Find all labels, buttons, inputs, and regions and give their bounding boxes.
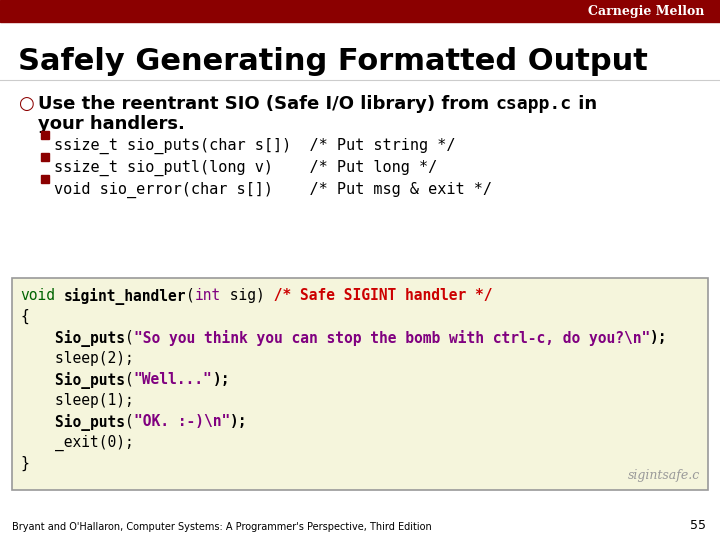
- Text: sig): sig): [221, 288, 265, 303]
- Text: csapp.c: csapp.c: [495, 95, 572, 113]
- Text: void: void: [20, 288, 55, 303]
- Bar: [41, 175, 49, 183]
- Text: int: int: [195, 288, 221, 303]
- Text: Carnegie Mellon: Carnegie Mellon: [588, 4, 704, 17]
- Bar: [41, 131, 49, 139]
- Text: (: (: [125, 372, 134, 387]
- Text: );: );: [650, 330, 667, 345]
- Text: }: }: [20, 456, 29, 471]
- Text: sleep(1);: sleep(1);: [20, 393, 134, 408]
- Text: _exit(0);: _exit(0);: [20, 435, 134, 451]
- Text: Safely Generating Formatted Output: Safely Generating Formatted Output: [18, 48, 648, 77]
- Text: "OK. :-)\n": "OK. :-)\n": [134, 414, 230, 429]
- Bar: [41, 153, 49, 161]
- Text: /* Safe SIGINT handler */: /* Safe SIGINT handler */: [265, 288, 492, 303]
- Text: in: in: [572, 95, 597, 113]
- Text: your handlers.: your handlers.: [38, 115, 185, 133]
- Text: (: (: [125, 414, 134, 429]
- Text: ○: ○: [18, 95, 34, 113]
- Text: (: (: [125, 330, 134, 345]
- Text: void sio_error(char s[])    /* Put msg & exit */: void sio_error(char s[]) /* Put msg & ex…: [54, 182, 492, 198]
- Text: );: );: [230, 414, 248, 429]
- Text: Use the reentrant SIO (Safe I/O library) from: Use the reentrant SIO (Safe I/O library)…: [38, 95, 495, 113]
- Text: );: );: [212, 372, 230, 387]
- Text: (: (: [186, 288, 195, 303]
- FancyBboxPatch shape: [12, 278, 708, 490]
- Text: Bryant and O'Hallaron, Computer Systems: A Programmer's Perspective, Third Editi: Bryant and O'Hallaron, Computer Systems:…: [12, 522, 432, 532]
- Text: ssize_t sio_puts(char s[])  /* Put string */: ssize_t sio_puts(char s[]) /* Put string…: [54, 138, 456, 154]
- Text: Sio_puts: Sio_puts: [20, 414, 125, 431]
- Text: "Well...": "Well...": [134, 372, 212, 387]
- Text: {: {: [20, 309, 29, 324]
- Text: sigint_handler: sigint_handler: [64, 288, 186, 305]
- Text: Sio_puts: Sio_puts: [20, 372, 125, 389]
- Text: ssize_t sio_putl(long v)    /* Put long */: ssize_t sio_putl(long v) /* Put long */: [54, 160, 437, 176]
- Text: "So you think you can stop the bomb with ctrl-c, do you?\n": "So you think you can stop the bomb with…: [134, 330, 650, 346]
- Text: 55: 55: [690, 519, 706, 532]
- Bar: [0, 0, 720, 22]
- Text: Sio_puts: Sio_puts: [20, 330, 125, 347]
- Text: sleep(2);: sleep(2);: [20, 351, 134, 366]
- Text: sigintsafe.c: sigintsafe.c: [628, 469, 700, 482]
